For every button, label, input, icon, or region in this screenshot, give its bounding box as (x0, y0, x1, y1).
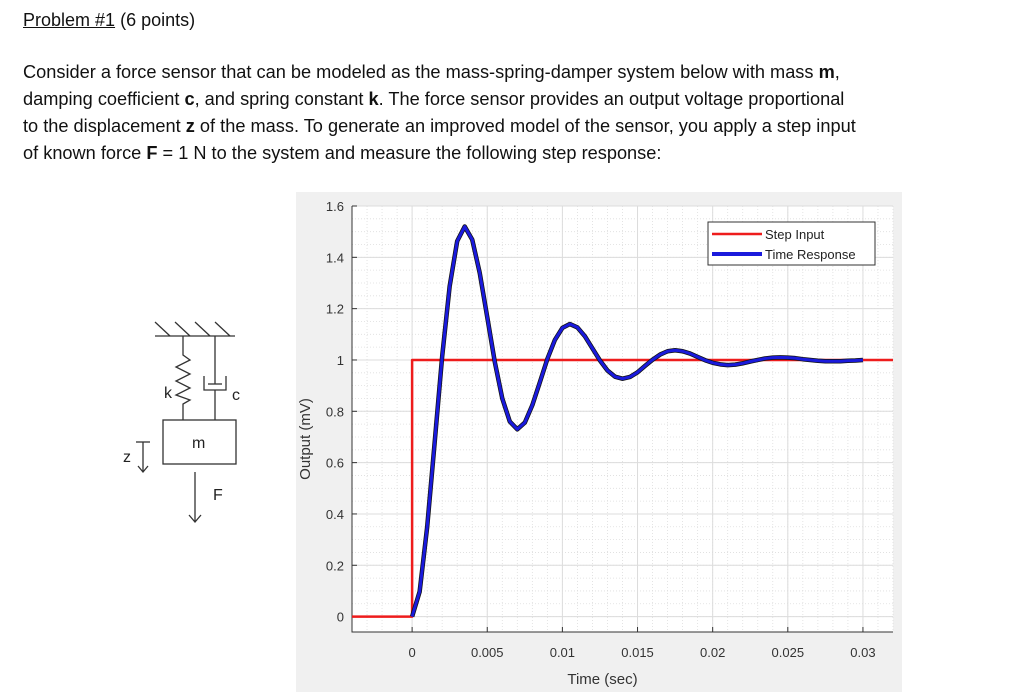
y-tick-label: 1.6 (326, 199, 344, 214)
axes (351, 206, 893, 633)
x-tick-label: 0.01 (550, 645, 575, 660)
legend-box (707, 221, 876, 266)
mass-block (162, 419, 237, 465)
x-axis-label: Time (sec) (567, 671, 637, 688)
y-axis-label: Output (mV) (297, 398, 314, 480)
problem-statement: Consider a force sensor that can be mode… (23, 59, 856, 167)
statement-line: of known force F = 1 N to the system and… (23, 143, 662, 163)
statement-line: Consider a force sensor that can be mode… (23, 62, 840, 82)
y-tick-label: 1 (337, 353, 344, 368)
y-tick-label: 0.4 (326, 507, 344, 522)
label-c: c (232, 387, 240, 404)
step-response-chart: 0 0.005 0.01 0.015 0.02 0.025 0.03 0 0.2 0.4 0.6 0.… (296, 192, 902, 692)
legend-label: Step Input (765, 227, 825, 242)
spring (174, 336, 192, 420)
label-m: m (192, 435, 205, 452)
x-tick-label: 0.005 (471, 645, 504, 660)
y-tick-label: 0 (337, 610, 344, 625)
mass-spring-damper-diagram: k c m z F (123, 321, 240, 523)
legend: Step Input Time Response (707, 221, 876, 266)
label-z: z (123, 449, 131, 466)
x-tick-label: 0.03 (850, 645, 875, 660)
label-k: k (164, 385, 173, 402)
time-response-line (410, 225, 864, 618)
statement-line: to the displacement z of the mass. To ge… (23, 116, 856, 136)
x-tick-label: 0.025 (772, 645, 805, 660)
label-F: F (213, 487, 223, 504)
x-tick-label: 0 (408, 645, 415, 660)
y-tick-label: 0.6 (326, 456, 344, 471)
y-tick-label: 0.2 (326, 558, 344, 573)
x-tick-label: 0.015 (621, 645, 654, 660)
legend-label: Time Response (765, 247, 856, 262)
x-tick-label: 0.02 (700, 645, 725, 660)
y-tick-label: 0.8 (326, 404, 344, 419)
y-tick-label: 1.2 (326, 302, 344, 317)
statement-line: damping coefficient c, and spring consta… (23, 89, 845, 109)
problem-title: Problem #1 (6 points) (23, 10, 196, 30)
y-tick-label: 1.4 (326, 250, 344, 265)
